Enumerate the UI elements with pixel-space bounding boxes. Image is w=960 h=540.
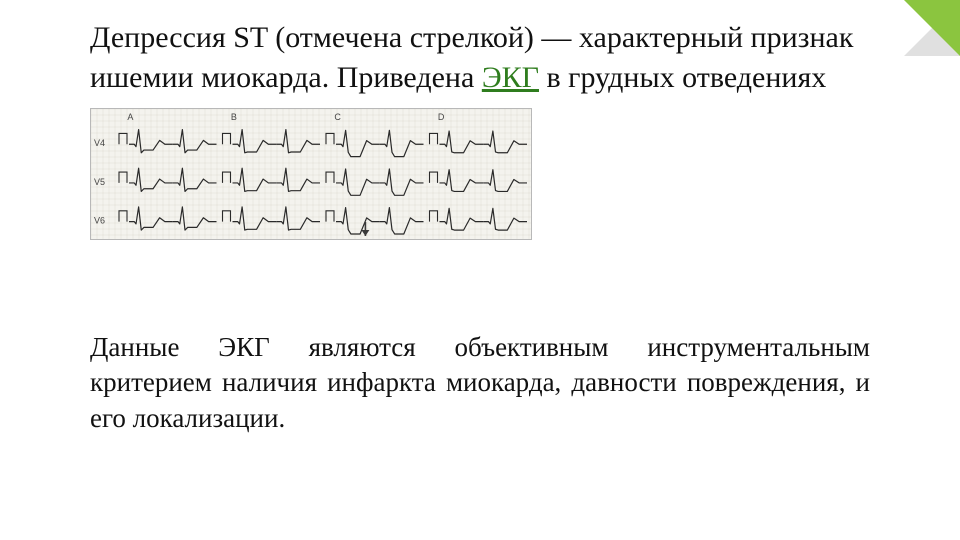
svg-text:V4: V4 (94, 138, 105, 148)
svg-text:A: A (127, 112, 133, 122)
corner-accent (904, 0, 960, 56)
svg-text:V6: V6 (94, 215, 105, 225)
body-paragraph: Данные ЭКГ являются объективным инструме… (90, 330, 870, 437)
title-link[interactable]: ЭКГ (482, 61, 539, 94)
ecg-figure: A B C D V4 V5 V6 (90, 108, 532, 240)
svg-text:D: D (438, 112, 445, 122)
svg-text:V5: V5 (94, 177, 105, 187)
svg-text:B: B (231, 112, 237, 122)
slide-body: Депрессия ST (отмечена стрелкой) — харак… (0, 0, 960, 540)
slide-title: Депрессия ST (отмечена стрелкой) — харак… (90, 18, 870, 98)
svg-text:C: C (334, 112, 341, 122)
title-text-post: в грудных отведениях (539, 61, 826, 94)
